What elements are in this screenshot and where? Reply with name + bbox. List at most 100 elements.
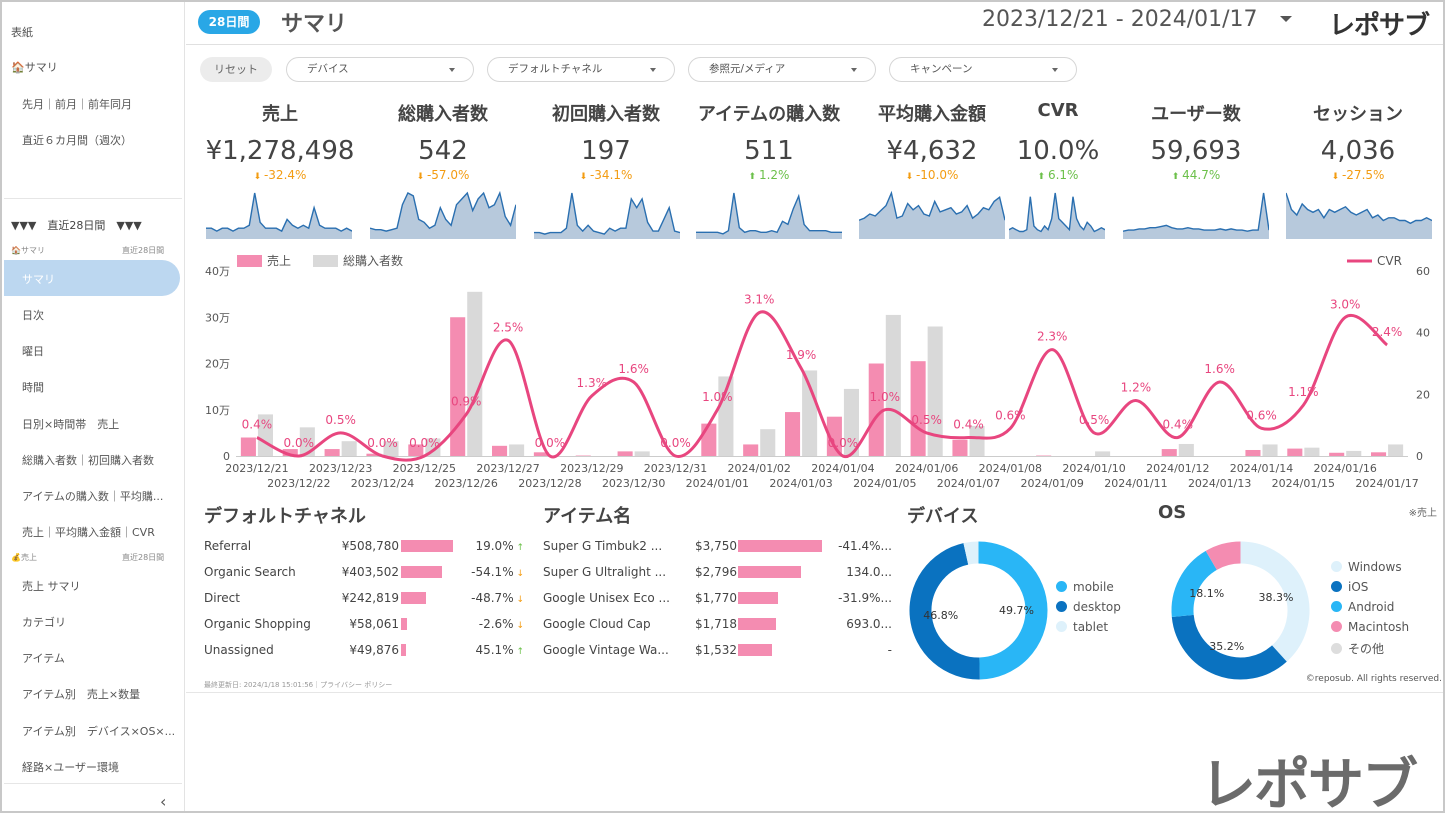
sparkline-area [1286, 193, 1432, 239]
sidebar: 表紙 🏠サマリ 先月｜前月｜前年同月 直近６カ月間（週次） ▼▼▼ 直近28日間… [2, 2, 185, 811]
legend-item[interactable]: mobile [1056, 580, 1114, 594]
item-bar [738, 540, 822, 552]
cvr-data-label: 0.0% [367, 436, 398, 450]
sidebar-section-label: ▼▼▼ 直近28日間 ▼▼▼ [11, 217, 142, 233]
cvr-data-label: 0.0% [409, 436, 440, 450]
arrow-icon: ⬆ [1172, 172, 1182, 182]
left-axis-tick: 30万 [205, 311, 230, 324]
campaign-filter-label: キャンペーン [910, 63, 972, 75]
item-name: Google Vintage Wa... [543, 640, 669, 660]
sidebar-item-day-hour-sales[interactable]: 日別×時間帯 売上 [22, 416, 119, 432]
x-axis-tick: 2023/12/25 [393, 462, 456, 475]
sidebar-item-summary-top[interactable]: 🏠サマリ [11, 59, 58, 75]
caret-down-icon [1052, 68, 1058, 72]
x-axis-tick: 2024/01/04 [811, 462, 874, 475]
bar-sales [1162, 449, 1177, 456]
legend-item[interactable]: Macintosh [1331, 620, 1409, 634]
sidebar-divider [4, 783, 182, 784]
cvr-data-label: 0.5% [1079, 413, 1110, 427]
right-axis-tick: 20 [1416, 388, 1430, 401]
device-filter[interactable]: デバイス [286, 57, 474, 82]
left-axis-tick: 20万 [205, 358, 230, 371]
right-axis-tick: 40 [1416, 327, 1430, 340]
bar-sales [743, 444, 758, 456]
bar-sales [785, 412, 800, 456]
sparkline-cvr [1009, 189, 1105, 239]
legend-item[interactable]: その他 [1331, 640, 1384, 657]
item-name: Super G Timbuk2 ... [543, 536, 662, 556]
item-value: $2,796 [657, 562, 737, 582]
channel-filter[interactable]: デフォルトチャネル [487, 57, 675, 82]
x-axis-tick: 2023/12/27 [476, 462, 539, 475]
x-axis-tick: 2024/01/10 [1062, 462, 1125, 475]
brand-logo: レポサブ [1329, 5, 1429, 42]
item-change: -41.4%... [822, 536, 892, 556]
cvr-data-label: 3.0% [1330, 297, 1361, 311]
x-axis-tick: 2023/12/29 [560, 462, 623, 475]
cvr-data-label: 2.3% [1037, 330, 1068, 344]
campaign-filter[interactable]: キャンペーン [889, 57, 1077, 82]
header-divider [186, 44, 1443, 45]
arrow-down-icon: ↓ [514, 621, 524, 631]
bar-sales [952, 440, 967, 456]
chevron-down-icon[interactable] [1280, 16, 1292, 22]
sparkline-area [859, 193, 1005, 239]
sidebar-group-period: 直近28日間 [122, 245, 164, 256]
sidebar-item-sales-summary[interactable]: 売上 サマリ [22, 578, 81, 594]
bar-buyers [1179, 444, 1194, 456]
channel-change: 45.1% ↑ [454, 640, 524, 660]
kpi-value: 59,693 [1116, 136, 1276, 166]
legend-item[interactable]: Windows [1331, 560, 1402, 574]
legend-item[interactable]: desktop [1056, 600, 1121, 614]
x-axis-tick: 2024/01/05 [853, 477, 916, 490]
legend-item[interactable]: tablet [1056, 620, 1108, 634]
item-value: $1,770 [657, 588, 737, 608]
x-axis-tick: 2024/01/14 [1230, 462, 1293, 475]
x-axis-tick: 2024/01/15 [1272, 477, 1335, 490]
sidebar-item-compare[interactable]: 先月｜前月｜前年同月 [22, 96, 132, 112]
bar-buyers [1095, 451, 1110, 456]
os-donut-chart: 38.3%35.2%18.1% [1168, 538, 1313, 683]
sidebar-divider [4, 198, 182, 199]
chart-note: ※売上 [1409, 504, 1437, 519]
donut-label: 46.8% [923, 609, 958, 622]
sidebar-item-six-months[interactable]: 直近６カ月間（週次） [22, 132, 132, 148]
channel-bar [401, 618, 407, 630]
sidebar-item-hour[interactable]: 時間 [22, 379, 44, 395]
channel-value: ¥58,061 [319, 614, 399, 634]
source-medium-filter[interactable]: 参照元/メディア [688, 57, 876, 82]
sidebar-item-sales-cvr[interactable]: 売上｜平均購入金額｜CVR [22, 524, 155, 540]
reset-button[interactable]: リセット [200, 57, 272, 82]
sidebar-item-buyers[interactable]: 総購入者数｜初回購入者数 [22, 452, 154, 468]
sidebar-item-item-sales-qty[interactable]: アイテム別 売上×数量 [22, 686, 140, 702]
sidebar-item-item[interactable]: アイテム [22, 650, 65, 666]
date-range-picker[interactable]: 2023/12/21 - 2024/01/17 [982, 7, 1258, 32]
sidebar-item-item-device-os[interactable]: アイテム別 デバイス×OS×... [22, 723, 175, 739]
sidebar-item-weekday[interactable]: 曜日 [22, 343, 44, 359]
legend-item[interactable]: Android [1331, 600, 1394, 614]
sidebar-item-category[interactable]: カテゴリ [22, 614, 66, 630]
cvr-data-label: 0.5% [325, 413, 356, 427]
channel-filter-label: デフォルトチャネル [508, 63, 602, 75]
sidebar-item-item-purchases[interactable]: アイテムの購入数｜平均購... [22, 488, 163, 504]
cvr-data-label: 0.5% [911, 413, 942, 427]
sidebar-item-summary[interactable]: サマリ [22, 271, 55, 287]
sidebar-item-daily[interactable]: 日次 [22, 307, 44, 323]
arrow-icon: ⬆ [749, 172, 759, 182]
sidebar-item-route-env[interactable]: 経路×ユーザー環境 [22, 759, 119, 775]
bar-buyers [1263, 444, 1278, 456]
sidebar-item-cover[interactable]: 表紙 [11, 24, 33, 40]
collapse-sidebar-button[interactable]: ‹ [160, 792, 166, 811]
legend-item[interactable]: iOS [1331, 580, 1368, 594]
legend-swatch-buyers [313, 255, 338, 267]
cvr-data-label: 1.6% [618, 362, 649, 376]
x-axis-tick: 2024/01/09 [1021, 477, 1084, 490]
source-filter-label: 参照元/メディア [709, 63, 785, 75]
item-bar [738, 592, 778, 604]
report-main: 28日間 サマリ 2023/12/21 - 2024/01/17 レポサブ リセ… [186, 2, 1443, 692]
caret-down-icon [650, 68, 656, 72]
kpi-change: ⬆ 1.2% [689, 168, 849, 182]
x-axis-tick: 2023/12/23 [309, 462, 372, 475]
